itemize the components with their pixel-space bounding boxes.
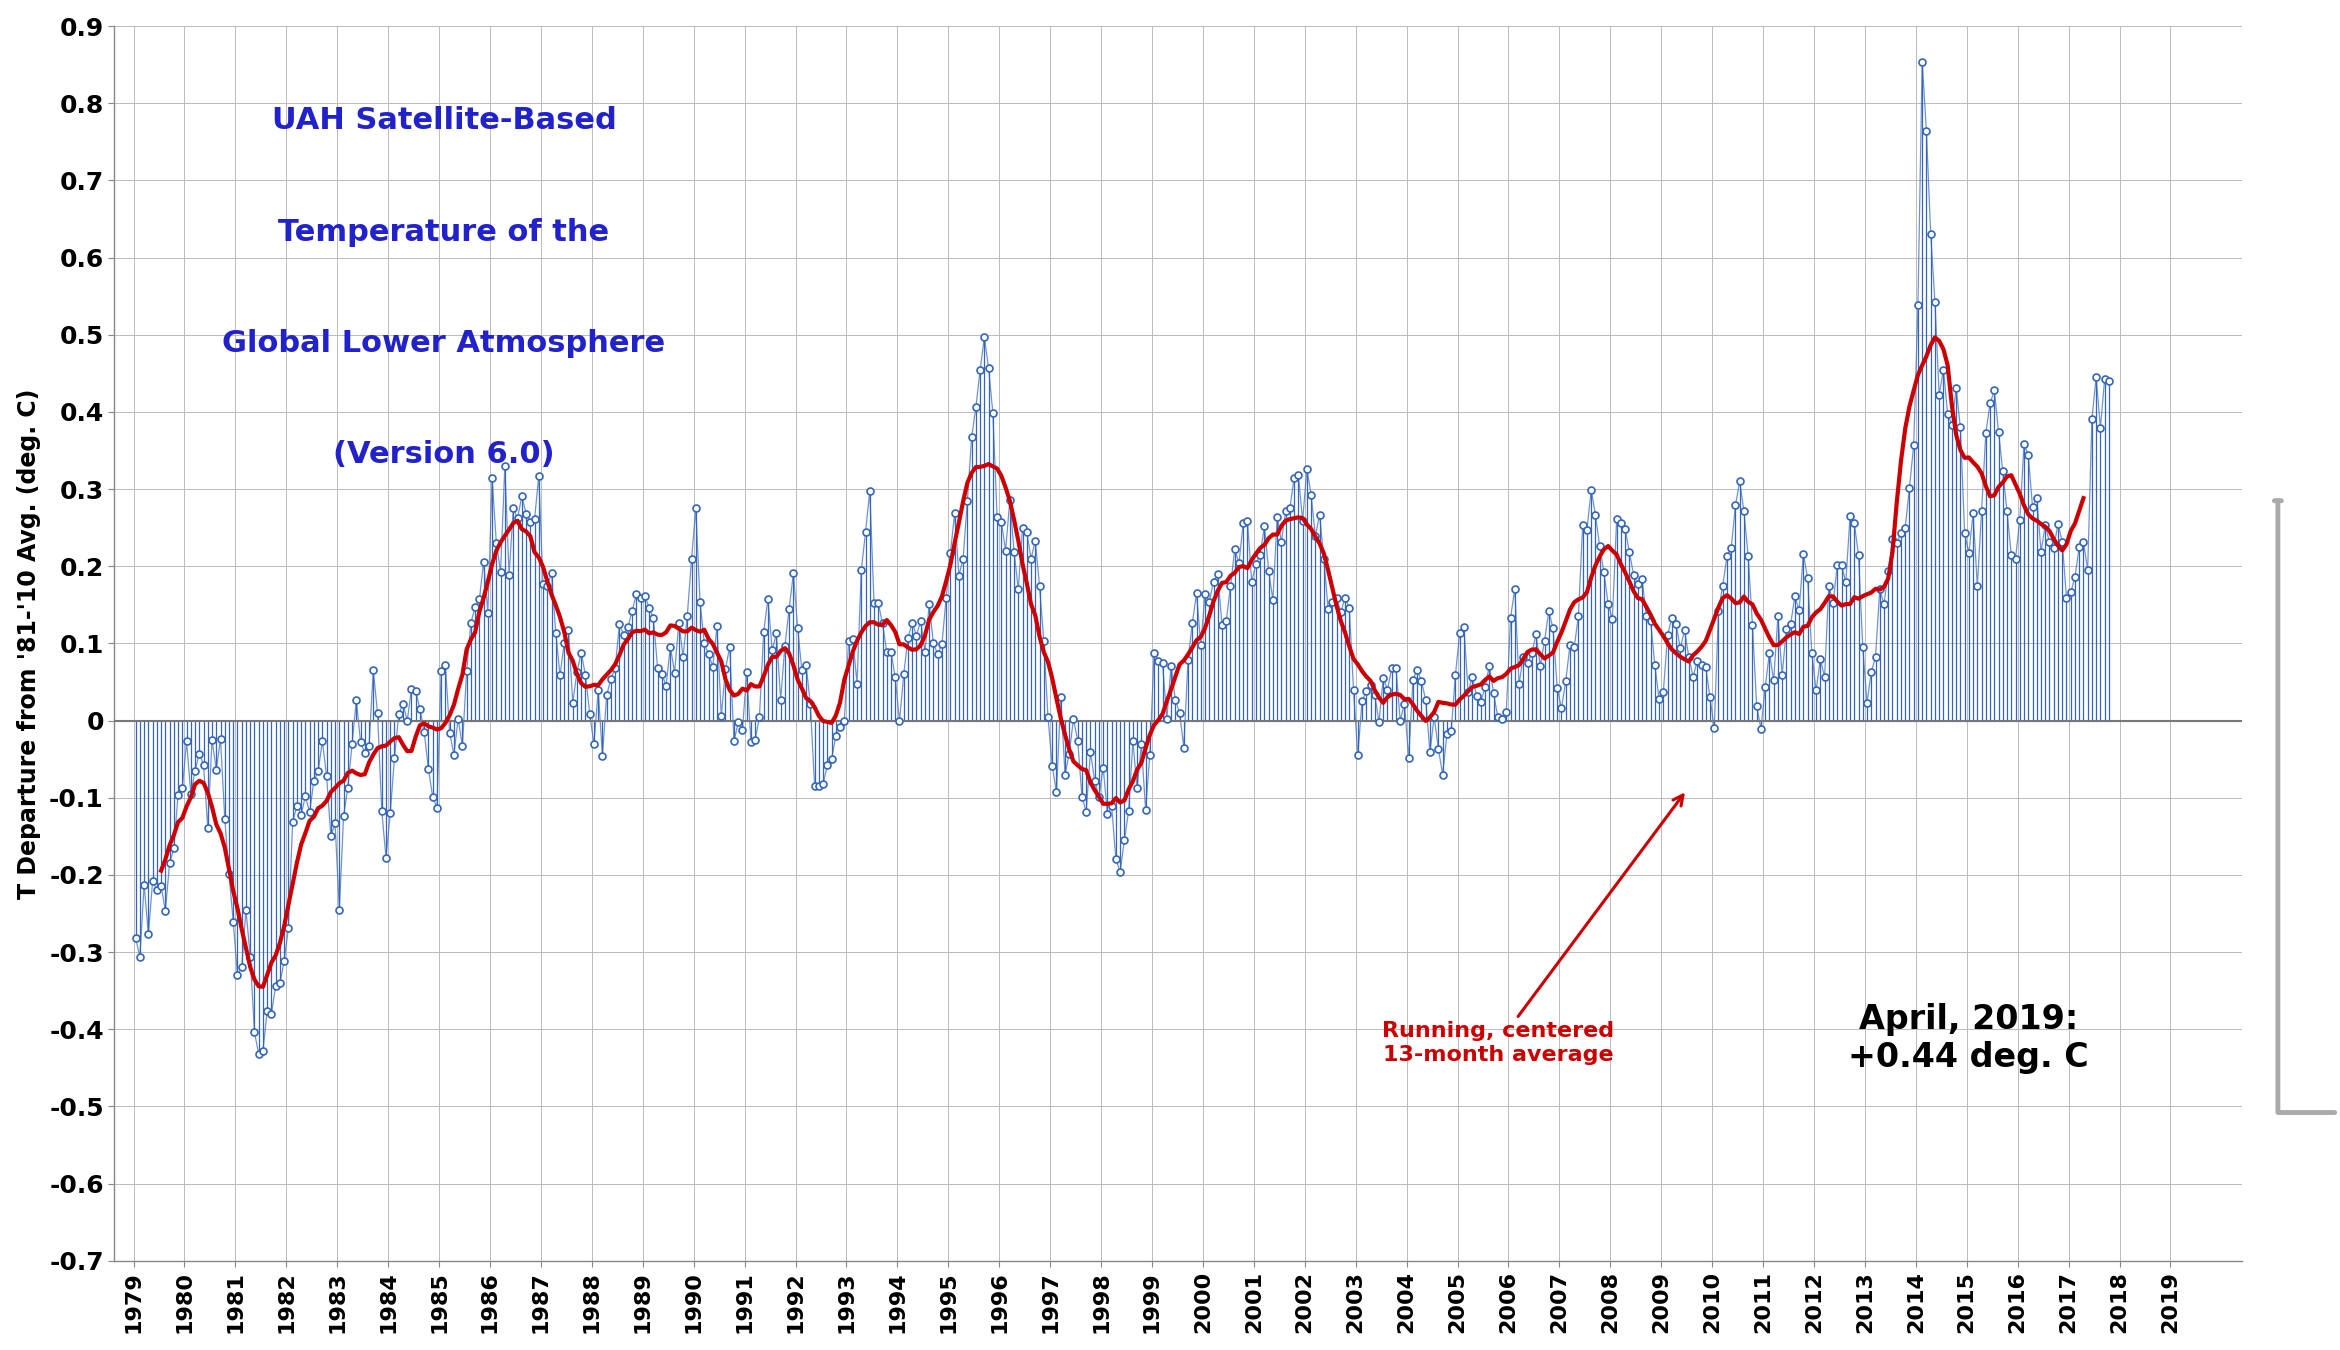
Y-axis label: T Departure from '81-'10 Avg. (deg. C): T Departure from '81-'10 Avg. (deg. C) — [16, 389, 40, 899]
Text: UAH Satellite-Based: UAH Satellite-Based — [271, 107, 615, 135]
Text: Global Lower Atmosphere: Global Lower Atmosphere — [222, 328, 665, 358]
Text: Running, centered
13-month average: Running, centered 13-month average — [1383, 795, 1682, 1065]
Text: April, 2019:
+0.44 deg. C: April, 2019: +0.44 deg. C — [1849, 1003, 2090, 1075]
Text: Temperature of the: Temperature of the — [278, 217, 608, 247]
Text: (Version 6.0): (Version 6.0) — [332, 440, 555, 468]
